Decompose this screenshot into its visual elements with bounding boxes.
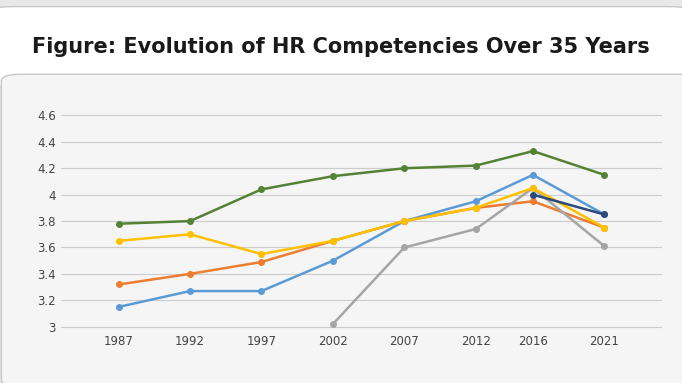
Legend: Business, HR Tools, HR Analytics/Information, Change, Culture, Personal: Business, HR Tools, HR Analytics/Informa… (65, 381, 658, 383)
Business (257, 289, 265, 293)
Change (400, 219, 409, 223)
HR Tools (257, 260, 265, 264)
HR Tools (529, 199, 537, 204)
Culture (600, 212, 608, 217)
Line: HR Tools: HR Tools (116, 198, 607, 287)
Change (529, 186, 537, 190)
Change (329, 239, 337, 243)
HR Tools (329, 239, 337, 243)
Text: Figure: Evolution of HR Competencies Over 35 Years: Figure: Evolution of HR Competencies Ove… (32, 37, 650, 57)
Change (186, 232, 194, 237)
Personal (600, 173, 608, 177)
Line: Culture: Culture (530, 192, 607, 217)
Change (257, 252, 265, 256)
HR Tools (600, 225, 608, 230)
Line: Business: Business (116, 172, 607, 310)
Personal (400, 166, 409, 170)
HR Analytics/Information (529, 186, 537, 190)
Personal (329, 174, 337, 178)
Line: HR Analytics/Information: HR Analytics/Information (330, 185, 607, 327)
Business (329, 259, 337, 263)
Business (400, 219, 409, 223)
Line: Change: Change (116, 185, 607, 257)
Change (600, 225, 608, 230)
Change (472, 206, 480, 210)
Business (472, 199, 480, 204)
Change (115, 239, 123, 243)
Personal (257, 187, 265, 192)
FancyBboxPatch shape (0, 7, 682, 87)
HR Analytics/Information (472, 227, 480, 231)
Business (115, 304, 123, 309)
HR Analytics/Information (600, 244, 608, 249)
HR Tools (472, 206, 480, 210)
Personal (115, 221, 123, 226)
HR Tools (400, 219, 409, 223)
HR Tools (186, 272, 194, 276)
Personal (186, 219, 194, 223)
HR Tools (115, 282, 123, 287)
Business (600, 212, 608, 217)
Line: Personal: Personal (116, 148, 607, 226)
Business (529, 173, 537, 177)
FancyBboxPatch shape (1, 74, 682, 383)
Business (186, 289, 194, 293)
Personal (472, 163, 480, 168)
Culture (529, 192, 537, 197)
Personal (529, 149, 537, 153)
HR Analytics/Information (329, 322, 337, 326)
HR Analytics/Information (400, 245, 409, 250)
